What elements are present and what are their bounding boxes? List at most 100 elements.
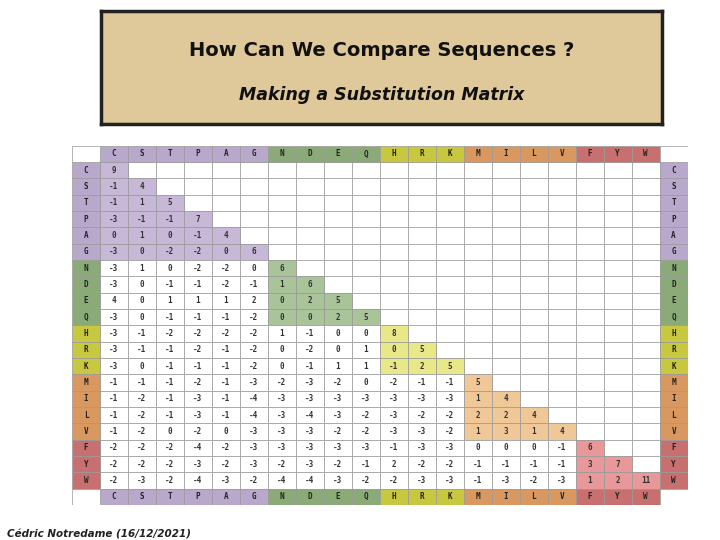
Bar (184, 440, 212, 456)
Bar (548, 211, 576, 227)
Bar (100, 162, 128, 178)
Text: -1: -1 (109, 410, 119, 420)
Bar (436, 146, 464, 162)
Bar (380, 260, 408, 276)
Bar (296, 309, 324, 325)
Bar (296, 211, 324, 227)
Bar (156, 211, 184, 227)
Text: -3: -3 (249, 427, 258, 436)
Bar (352, 440, 380, 456)
Bar (156, 325, 184, 342)
Text: 1: 1 (224, 296, 228, 305)
Bar (492, 195, 520, 211)
Bar (436, 211, 464, 227)
Text: M: M (84, 378, 89, 387)
Bar (408, 440, 436, 456)
Bar (72, 407, 100, 423)
Bar (324, 309, 352, 325)
Text: -2: -2 (138, 443, 147, 453)
Bar (184, 211, 212, 227)
Text: I: I (503, 150, 508, 158)
Text: 2: 2 (336, 313, 340, 322)
Bar (380, 407, 408, 423)
Bar (128, 440, 156, 456)
Bar (184, 423, 212, 440)
Bar (548, 407, 576, 423)
Text: S: S (140, 150, 144, 158)
Bar (100, 244, 128, 260)
Text: C: C (671, 166, 676, 175)
Text: -4: -4 (193, 476, 202, 485)
Text: 2: 2 (475, 410, 480, 420)
Bar (520, 342, 548, 358)
Bar (268, 390, 296, 407)
Text: -3: -3 (109, 362, 119, 370)
Bar (296, 390, 324, 407)
Bar (324, 358, 352, 374)
Bar (156, 211, 184, 227)
Bar (436, 472, 464, 489)
Bar (352, 342, 380, 358)
Bar (380, 374, 408, 390)
Bar (408, 211, 436, 227)
Bar (128, 374, 156, 390)
Bar (156, 293, 184, 309)
Text: 4: 4 (112, 296, 117, 305)
Bar (100, 211, 128, 227)
Bar (212, 472, 240, 489)
Text: M: M (475, 492, 480, 501)
Bar (408, 146, 436, 162)
Bar (548, 358, 576, 374)
Text: 0: 0 (392, 346, 396, 354)
Bar (631, 211, 660, 227)
Bar (324, 456, 352, 472)
Text: 0: 0 (307, 313, 312, 322)
Text: P: P (671, 215, 676, 224)
Bar (603, 293, 631, 309)
Text: -2: -2 (249, 362, 258, 370)
Bar (352, 358, 380, 374)
Bar (548, 293, 576, 309)
Text: V: V (84, 427, 89, 436)
Text: -1: -1 (109, 394, 119, 403)
Bar (240, 260, 268, 276)
Bar (128, 309, 156, 325)
Bar (520, 456, 548, 472)
Text: -1: -1 (249, 280, 258, 289)
Bar (212, 423, 240, 440)
Text: -3: -3 (193, 394, 202, 403)
Text: -3: -3 (109, 329, 119, 338)
Bar (72, 260, 100, 276)
Bar (520, 276, 548, 293)
Text: A: A (84, 231, 89, 240)
Bar (603, 325, 631, 342)
Bar (212, 374, 240, 390)
Bar (380, 440, 408, 456)
Bar (240, 178, 268, 195)
Bar (492, 456, 520, 472)
Bar (296, 162, 324, 178)
Text: 5: 5 (475, 378, 480, 387)
Bar (128, 390, 156, 407)
Bar (631, 358, 660, 374)
Bar (100, 423, 128, 440)
Bar (352, 309, 380, 325)
Bar (464, 293, 492, 309)
Bar (156, 227, 184, 244)
Bar (100, 260, 128, 276)
Bar (212, 244, 240, 260)
Bar (380, 195, 408, 211)
Bar (464, 456, 492, 472)
Bar (492, 276, 520, 293)
Text: -1: -1 (390, 443, 398, 453)
Bar (520, 325, 548, 342)
Bar (464, 178, 492, 195)
Text: -2: -2 (193, 264, 202, 273)
Bar (72, 342, 100, 358)
Text: 0: 0 (364, 329, 368, 338)
Bar (212, 276, 240, 293)
Bar (268, 293, 296, 309)
Bar (156, 472, 184, 489)
Bar (408, 178, 436, 195)
Bar (128, 293, 156, 309)
